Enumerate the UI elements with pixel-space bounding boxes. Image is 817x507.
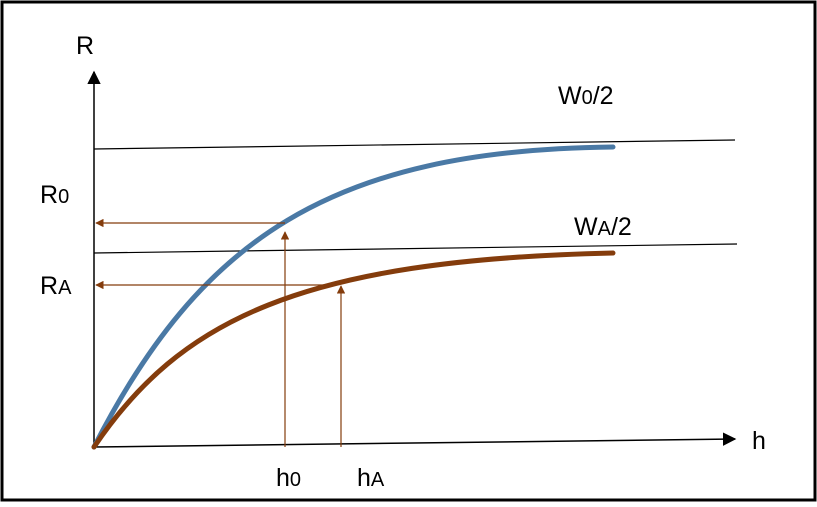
wa-label: WA/2 [574, 213, 632, 241]
curve-a [91, 250, 616, 450]
w0-label: W0/2 [558, 82, 614, 110]
wa-asymptote-line [93, 243, 738, 254]
curve-0 [91, 144, 616, 450]
ha-label: hA [357, 464, 385, 492]
x-axis-label: h [752, 427, 766, 455]
y-axis-label: R [76, 32, 94, 60]
h0-label: h0 [276, 464, 301, 492]
ra-label: RA [40, 272, 72, 300]
r0-label: R0 [40, 181, 69, 209]
w0-asymptote-line [93, 139, 736, 150]
x-axis [93, 432, 737, 448]
